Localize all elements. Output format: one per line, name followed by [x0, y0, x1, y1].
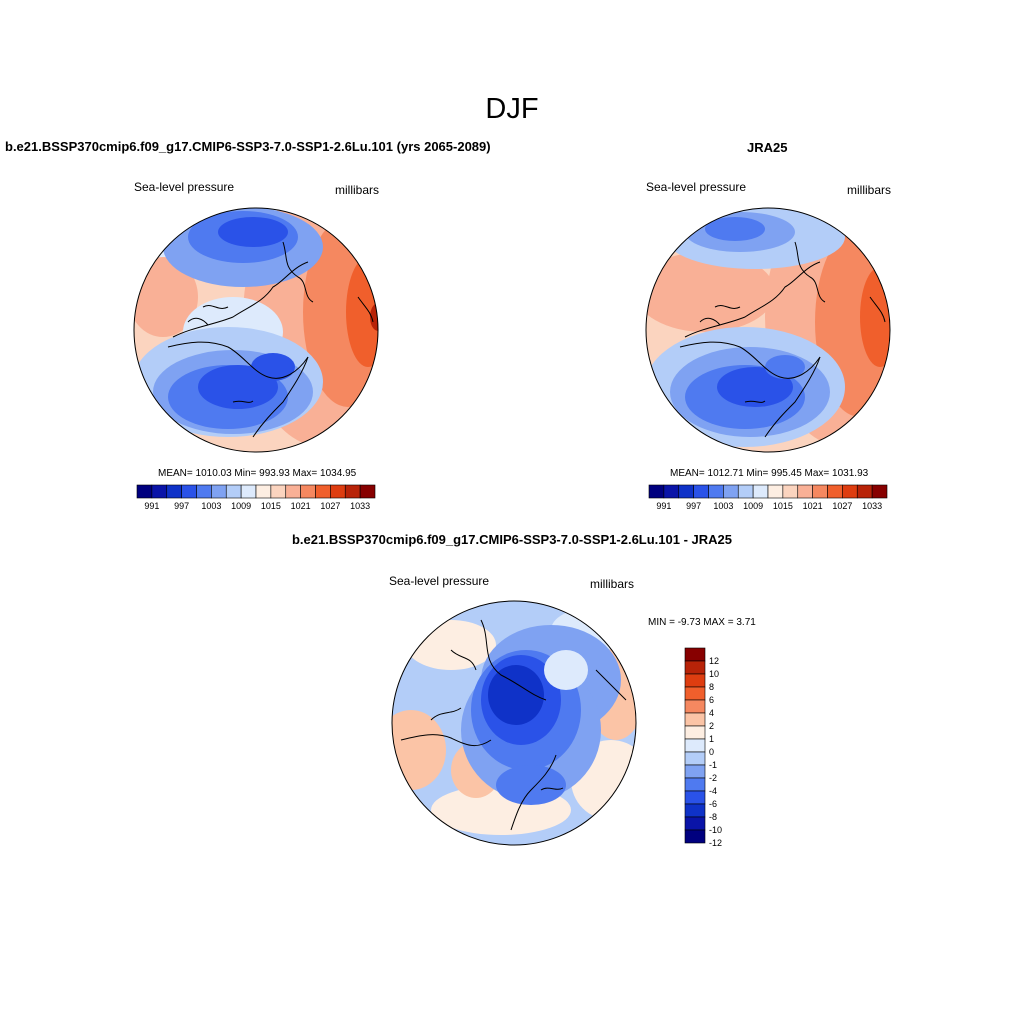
colorbar-swatch — [359, 484, 376, 499]
colorbar-swatch — [270, 484, 287, 499]
colorbar-swatch — [136, 484, 153, 499]
colorbar-tick-label: -12 — [709, 838, 723, 848]
colorbar-swatch — [684, 790, 706, 805]
panel2-map — [645, 207, 891, 453]
colorbar-swatch — [225, 484, 242, 499]
colorbar-swatch — [684, 777, 706, 792]
colorbar-swatch — [827, 484, 843, 499]
colorbar-swatch — [684, 816, 706, 831]
colorbar-swatch — [344, 484, 361, 499]
panel3-map — [391, 600, 637, 846]
colorbar-swatch — [684, 647, 706, 662]
colorbar-swatch — [300, 484, 316, 499]
colorbar-swatch — [684, 686, 706, 701]
colorbar-swatch — [678, 484, 694, 499]
panel2-title: JRA25 — [747, 140, 788, 155]
colorbar-tick-label: 1027 — [832, 501, 853, 511]
colorbar-tick-label: 0 — [709, 747, 715, 757]
colorbar-swatch — [812, 484, 828, 499]
colorbar-swatch — [663, 484, 680, 499]
panel3-stats: MIN = -9.73 MAX = 3.71 — [648, 617, 756, 628]
panel1-map — [133, 207, 379, 453]
colorbar-swatch — [181, 484, 197, 499]
colorbar-tick-label: 1033 — [862, 501, 883, 511]
colorbar-tick-label: 10 — [709, 669, 720, 679]
colorbar-swatch — [797, 484, 813, 499]
colorbar-tick-label: 997 — [174, 501, 190, 511]
panel1-colorbar — [136, 484, 376, 499]
colorbar-tick-label: -4 — [709, 786, 718, 796]
colorbar-tick-label: 1033 — [350, 501, 371, 511]
colorbar-swatch — [648, 484, 665, 499]
colorbar-swatch — [752, 484, 769, 499]
colorbar-tick-label: -1 — [709, 760, 718, 770]
panel3-colorbar — [684, 647, 706, 844]
colorbar-swatch — [196, 484, 212, 499]
colorbar-swatch — [285, 484, 301, 499]
colorbar-swatch — [684, 751, 706, 766]
colorbar-tick-label: 1027 — [320, 501, 341, 511]
colorbar-swatch — [315, 484, 331, 499]
colorbar-tick-label: -6 — [709, 799, 718, 809]
colorbar-swatch — [166, 484, 182, 499]
colorbar-swatch — [684, 738, 706, 753]
colorbar-swatch — [871, 484, 888, 499]
colorbar-tick-label: 1021 — [802, 501, 823, 511]
colorbar-swatch — [684, 803, 706, 818]
colorbar-tick-label: 1003 — [201, 501, 222, 511]
colorbar-tick-label: -2 — [709, 773, 718, 783]
colorbar-tick-label: -10 — [709, 825, 723, 835]
colorbar-swatch — [240, 484, 257, 499]
colorbar-swatch — [723, 484, 739, 499]
panel2-colorbar — [648, 484, 888, 499]
colorbar-tick-label: 6 — [709, 695, 715, 705]
colorbar-tick-label: 991 — [656, 501, 672, 511]
colorbar-tick-label: 8 — [709, 682, 715, 692]
colorbar-tick-label: 1 — [709, 734, 715, 744]
colorbar-tick-label: 1015 — [772, 501, 793, 511]
colorbar-tick-label: 1015 — [260, 501, 281, 511]
panel1-units-label: millibars — [335, 183, 380, 197]
panel3-variable-label: Sea-level pressure — [389, 574, 490, 588]
panel3-units-label: millibars — [590, 577, 635, 591]
panel3-title: b.e21.BSSP370cmip6.f09_g17.CMIP6-SSP3-7.… — [291, 532, 733, 547]
panel1-stats: MEAN= 1010.03 Min= 993.93 Max= 1034.95 — [158, 468, 357, 479]
colorbar-swatch — [684, 699, 706, 714]
colorbar-swatch — [856, 484, 873, 499]
colorbar-swatch — [151, 484, 168, 499]
colorbar-swatch — [684, 660, 706, 675]
colorbar-swatch — [211, 484, 227, 499]
colorbar-swatch — [767, 484, 784, 499]
colorbar-swatch — [842, 484, 858, 499]
colorbar-tick-label: 1009 — [231, 501, 252, 511]
colorbar-tick-label: 1003 — [713, 501, 734, 511]
colorbar-tick-label: 4 — [709, 708, 715, 718]
colorbar-swatch — [782, 484, 799, 499]
colorbar-swatch — [684, 725, 706, 740]
panel1-variable-label: Sea-level pressure — [134, 180, 235, 194]
figure-title: DJF — [485, 93, 539, 125]
colorbar-swatch — [684, 829, 706, 844]
panel2-units-label: millibars — [847, 183, 892, 197]
colorbar-swatch — [708, 484, 724, 499]
colorbar-tick-label: 1021 — [290, 501, 311, 511]
colorbar-swatch — [737, 484, 754, 499]
colorbar-tick-label: 12 — [709, 656, 720, 666]
colorbar-tick-label: -8 — [709, 812, 718, 822]
colorbar-tick-label: 991 — [144, 501, 160, 511]
colorbar-swatch — [255, 484, 272, 499]
panel2-stats: MEAN= 1012.71 Min= 995.45 Max= 1031.93 — [670, 468, 869, 479]
colorbar-swatch — [684, 764, 706, 779]
colorbar-swatch — [693, 484, 709, 499]
colorbar-tick-label: 1009 — [743, 501, 764, 511]
colorbar-swatch — [684, 673, 706, 688]
colorbar-swatch — [330, 484, 346, 499]
colorbar-tick-label: 2 — [709, 721, 715, 731]
colorbar-swatch — [684, 712, 706, 727]
colorbar-tick-label: 997 — [686, 501, 702, 511]
panel1-title: b.e21.BSSP370cmip6.f09_g17.CMIP6-SSP3-7.… — [5, 139, 491, 154]
panel2-variable-label: Sea-level pressure — [646, 180, 747, 194]
